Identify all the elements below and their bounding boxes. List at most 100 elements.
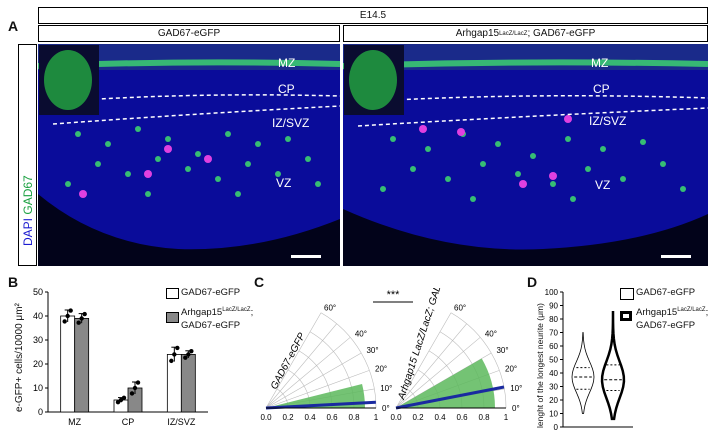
polar-mean-line (395, 385, 505, 410)
bar (74, 318, 90, 413)
zone-iz-mutant: IZ/SVZ (589, 114, 627, 128)
y-tick-label: 20 (33, 359, 43, 369)
polar-spoke (265, 352, 362, 409)
data-point (82, 311, 87, 317)
polar-plot-1: 0.0 0.2 0.4 0.6 0.8 10° 10° 20° 30° 40° 60° (260, 304, 392, 422)
bar (180, 354, 196, 413)
micrograph-control: MZ CP IZ/SVZ VZ (38, 44, 340, 266)
radial-tick-label: 0.2 (282, 413, 294, 422)
panel-label-d: D (527, 274, 538, 290)
y-tick-label: 70 (549, 329, 558, 338)
polar-spoke (265, 323, 337, 409)
y-tick-label: 90 (549, 302, 558, 311)
polar-spoke (395, 312, 452, 409)
scale-bar-mutant (661, 255, 691, 258)
polar-spoke (395, 323, 467, 409)
stain-label: DAPI GAD67 (21, 175, 35, 246)
bar-chart-bars (60, 308, 196, 413)
polar-spoke (395, 337, 481, 409)
angle-tick-label: 60° (454, 304, 466, 313)
radial-tick-label: 0.4 (434, 413, 446, 422)
y-tick-label: 10 (549, 410, 558, 419)
data-point (132, 385, 138, 391)
y-tick-label: 80 (549, 315, 558, 324)
data-point (76, 320, 81, 325)
violin-chart-ylabel: lenght of the longest neurite (μm) (535, 303, 545, 428)
stain-label-box (18, 44, 37, 266)
x-tick-label: IZ/SVZ (167, 417, 196, 427)
angle-tick-label: 60° (324, 304, 336, 313)
data-point (65, 313, 70, 319)
x-tick-label: MZ (68, 417, 81, 427)
panel-label-c: C (254, 274, 265, 290)
polar-fill (266, 384, 365, 408)
zone-mz-mutant: MZ (591, 56, 609, 70)
data-point (186, 352, 191, 357)
y-tick-label: 30 (549, 383, 558, 392)
polar-spoke (265, 370, 370, 409)
y-tick-label: 30 (33, 335, 43, 345)
legend-label-control: GAD67-eGFP (181, 287, 241, 298)
bar (60, 315, 76, 413)
data-point (135, 380, 141, 385)
x-tick-label: CP (122, 417, 135, 427)
micrograph-mutant-art (343, 44, 708, 266)
panel-label-b: B (8, 274, 19, 290)
legend-swatch-control (166, 288, 179, 299)
data-point (62, 319, 67, 324)
polar-mean-line (265, 400, 376, 410)
zone-vz: VZ (276, 176, 292, 190)
angle-tick-label: 20° (505, 364, 517, 373)
radial-tick-label: 0.2 (412, 413, 424, 422)
zone-iz: IZ/SVZ (272, 116, 310, 130)
angle-tick-label: 20° (375, 364, 387, 373)
micrograph-mutant: MZ CP IZ/SVZ VZ (343, 44, 708, 266)
legend-label-violin-mutant: Arhgap15LacZ/LacZ; GAD67-eGFP (636, 307, 709, 332)
y-tick-label: 40 (549, 369, 558, 378)
violin (600, 311, 626, 421)
zone-mz: MZ (278, 56, 296, 70)
angle-tick-label: 10° (510, 384, 522, 393)
zone-cp-mutant: CP (593, 82, 610, 96)
angle-tick-label: 10° (380, 384, 392, 393)
bar-chart-ylabel: e-GFP+ cells/10000 μm² (14, 303, 25, 412)
y-tick-label: 100 (545, 288, 559, 297)
data-point (129, 391, 135, 396)
data-point (175, 345, 180, 351)
y-tick-label: 50 (33, 287, 43, 297)
legend-swatch-violin-control (620, 288, 634, 300)
y-tick-label: 10 (33, 383, 43, 393)
polar-fill (396, 358, 495, 408)
y-tick-label: 20 (549, 396, 558, 405)
zone-vz-mutant: VZ (595, 178, 611, 192)
angle-tick-label: 30° (366, 346, 378, 355)
data-point (68, 308, 73, 313)
polar-series-name: GAD67-eGFP (269, 331, 308, 391)
angle-tick-label: 0° (512, 404, 520, 413)
y-tick-label: 0 (38, 407, 43, 417)
y-tick-label: 0 (554, 423, 559, 432)
significance-mark: *** (387, 289, 401, 301)
angle-tick-label: 30° (496, 346, 508, 355)
radial-tick-label: 0.0 (390, 413, 402, 422)
polar-chart: 0.0 0.2 0.4 0.6 0.8 10°10°20°30°40°60°0.0 0.2 0… (260, 288, 522, 422)
micrograph-control-art (38, 44, 340, 266)
angle-tick-label: 0° (382, 404, 390, 413)
violin-chart: 0 10 20 30 40 50 60 70 80 90 100 (545, 288, 633, 432)
radial-tick-label: 1 (374, 413, 379, 422)
radial-tick-label: 0.0 (260, 413, 272, 422)
polar-ring (450, 312, 507, 409)
bar-chart: 0 10 20 30 40 50 MZ CP IZ/SVZ (33, 287, 208, 427)
y-tick-label: 60 (549, 342, 558, 351)
polar-plot-2: 0.0 0.2 0.4 0.6 0.8 10° 10° 20° 30° 40° 60° (390, 304, 522, 422)
panel-label-a: A (8, 18, 19, 34)
radial-tick-label: 0.8 (348, 413, 360, 422)
bar (166, 354, 182, 413)
radial-tick-label: 0.6 (456, 413, 468, 422)
radial-tick-label: 0.8 (478, 413, 490, 422)
legend-swatch-mutant (166, 312, 179, 323)
violin-chart-violins (571, 311, 626, 421)
scale-bar (291, 255, 321, 258)
radial-tick-label: 0.6 (326, 413, 338, 422)
legend-label-mutant: Arhgap15LacZ/LacZ; GAD67-eGFP (181, 307, 254, 332)
